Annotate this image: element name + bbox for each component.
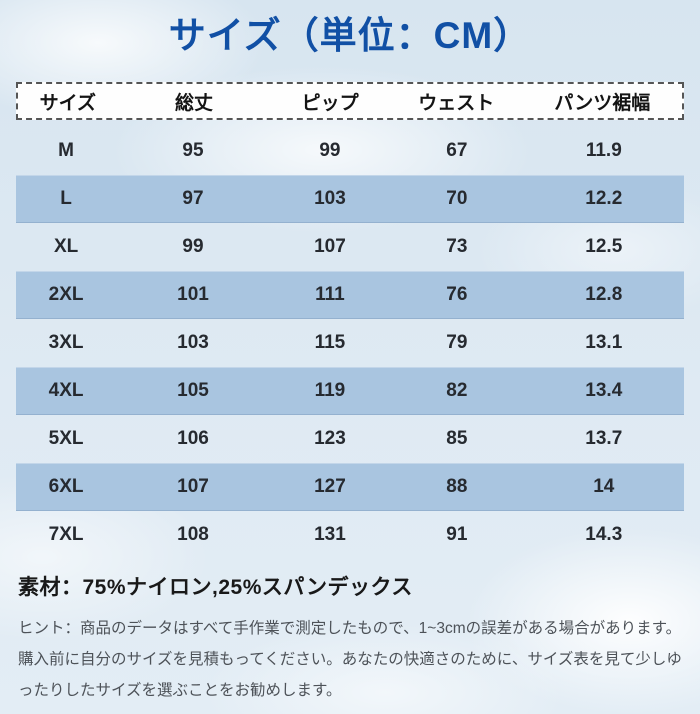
page-title: サイズ（単位：CM）: [168, 15, 532, 56]
table-cell: 73: [446, 236, 468, 257]
table-cell: 2XL: [48, 284, 84, 305]
table-cell: 106: [177, 428, 209, 449]
table-row: 6XL 107 127 88 14: [16, 463, 684, 511]
table-cell: 12.5: [585, 236, 623, 257]
table-cell: 13.1: [585, 332, 623, 353]
table-cell: 115: [314, 332, 346, 353]
column-header: ウェスト: [418, 92, 495, 114]
size-table-body: M 95 99 67 11.9 L 97 103 70 12.2 XL 99 107 73 12.5 2XL 1…: [16, 127, 684, 559]
material-info: 素材：75%ナイロン,25%スパンデックス: [18, 576, 413, 599]
table-cell: 4XL: [48, 380, 84, 401]
size-table-header: サイズ 総丈 ピップ ウェスト パンツ裾幅: [16, 82, 684, 120]
table-cell: M: [58, 140, 74, 161]
column-header: 総丈: [174, 92, 213, 114]
table-cell: 119: [314, 380, 346, 401]
table-cell: 88: [446, 476, 468, 497]
table-cell: XL: [53, 236, 79, 257]
table-row: 4XL 105 119 82 13.4: [16, 367, 684, 415]
table-cell: 95: [182, 140, 204, 161]
table-cell: 70: [446, 188, 468, 209]
table-cell: 67: [446, 140, 468, 161]
table-cell: 6XL: [48, 476, 84, 497]
table-cell: 97: [182, 188, 204, 209]
table-cell: 103: [314, 188, 346, 209]
table-row: 3XL 103 115 79 13.1: [16, 319, 684, 367]
table-cell: 99: [182, 236, 204, 257]
table-cell: 111: [315, 284, 345, 305]
table-row: XL 99 107 73 12.5: [16, 223, 684, 271]
table-row: M 95 99 67 11.9: [16, 127, 684, 175]
table-cell: 82: [446, 380, 468, 401]
table-cell: 123: [314, 428, 346, 449]
table-cell: 107: [314, 236, 346, 257]
table-cell: 12.2: [585, 188, 623, 209]
table-cell: 14.3: [585, 524, 623, 545]
table-cell: 13.4: [585, 380, 623, 401]
table-cell: 101: [177, 284, 209, 305]
size-table: サイズ 総丈 ピップ ウェスト パンツ裾幅 M 95 99 67 11.9 L 97 103 70 12.…: [16, 82, 684, 559]
column-header: サイズ: [39, 92, 97, 114]
table-cell: L: [60, 188, 72, 209]
table-row: L 97 103 70 12.2: [16, 175, 684, 223]
column-header: ピップ: [301, 92, 359, 114]
table-cell: 76: [446, 284, 468, 305]
table-row: 7XL 108 131 91 14.3: [16, 511, 684, 559]
table-cell: 3XL: [48, 332, 84, 353]
table-cell: 79: [446, 332, 468, 353]
table-cell: 127: [314, 476, 346, 497]
table-cell: 131: [314, 524, 346, 545]
table-cell: 5XL: [48, 428, 84, 449]
table-row: 5XL 106 123 85 13.7: [16, 415, 684, 463]
table-cell: 107: [177, 476, 209, 497]
table-cell: 105: [177, 380, 209, 401]
table-cell: 103: [177, 332, 209, 353]
table-row: 2XL 101 111 76 12.8: [16, 271, 684, 319]
table-cell: 14: [593, 476, 615, 497]
table-cell: 7XL: [48, 524, 84, 545]
table-cell: 11.9: [585, 140, 622, 161]
column-header: パンツ裾幅: [554, 92, 651, 114]
hint-text: ヒント：商品のデータはすべて手作業で測定したもので、1~3cmの誤差がある場合が…: [18, 620, 682, 699]
table-cell: 91: [446, 524, 468, 545]
table-cell: 99: [319, 140, 341, 161]
table-cell: 12.8: [585, 284, 623, 305]
table-cell: 85: [446, 428, 468, 449]
table-cell: 13.7: [585, 428, 623, 449]
table-cell: 108: [177, 524, 209, 545]
